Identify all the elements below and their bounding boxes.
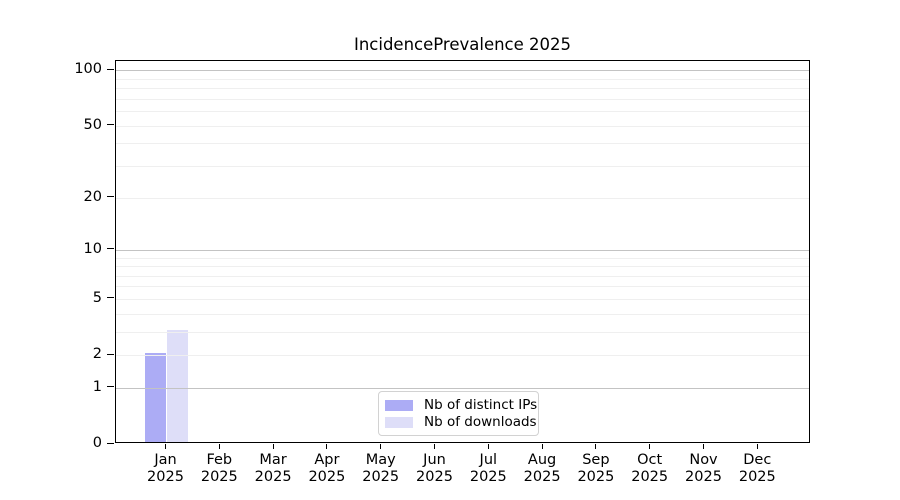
x-tick-month: Nov [689, 452, 718, 468]
x-tick-year: 2025 [469, 469, 507, 485]
y-tick-mark [107, 353, 114, 355]
legend-item-distinct-ips: Nb of distinct IPs [385, 397, 537, 414]
x-tick-year: 2025 [362, 469, 400, 485]
gridline-minor [116, 88, 809, 90]
x-tick-year: 2025 [416, 469, 453, 485]
gridline-minor [116, 125, 809, 127]
gridline-minor [116, 331, 809, 333]
x-tick-label-aug: Aug 2025 [510, 452, 574, 486]
y-tick-label: 50 [83, 116, 102, 133]
x-tick-mark [380, 444, 382, 449]
bar-distinct-ips-jan-2025 [144, 353, 167, 442]
x-tick-label-jun: Jun 2025 [403, 452, 467, 486]
x-tick-month: Aug [527, 452, 557, 468]
gridline-minor [116, 355, 809, 357]
x-tick-mark [218, 444, 220, 449]
legend: Nb of distinct IPs Nb of downloads [378, 391, 539, 436]
legend-label: Nb of downloads [424, 414, 537, 430]
x-tick-year: 2025 [147, 469, 184, 485]
x-tick-year: 2025 [200, 469, 238, 485]
x-tick-mark [649, 444, 651, 449]
x-tick-label-apr: Apr 2025 [295, 452, 359, 486]
y-tick-mark [107, 248, 114, 250]
y-tick-mark [107, 124, 114, 126]
gridline-minor [116, 197, 809, 199]
gridline-minor [116, 266, 809, 268]
gridline-minor [116, 286, 809, 288]
x-tick-mark [541, 444, 543, 449]
y-tick-mark [107, 442, 114, 444]
x-tick-month: Jul [479, 452, 498, 468]
x-tick-mark [434, 444, 435, 449]
gridline-minor [116, 98, 809, 100]
chart-title: IncidencePrevalence 2025 [353, 35, 572, 54]
x-tick-month: Feb [206, 452, 233, 468]
y-tick-label: 1 [92, 378, 102, 395]
x-tick-year: 2025 [631, 469, 669, 485]
x-tick-label-feb: Feb 2025 [187, 452, 251, 486]
x-tick-label-jan: Jan 2025 [134, 452, 198, 486]
x-tick-label-oct: Oct 2025 [618, 452, 682, 486]
y-tick-label: 10 [83, 240, 102, 257]
x-tick-label-sep: Sep 2025 [564, 452, 628, 486]
x-tick-label-may: May 2025 [349, 452, 413, 486]
x-tick-mark [595, 444, 597, 449]
x-tick-year: 2025 [308, 469, 346, 485]
x-tick-year: 2025 [254, 469, 292, 485]
x-tick-year: 2025 [577, 469, 615, 485]
y-tick-mark [107, 386, 114, 388]
x-tick-year: 2025 [523, 469, 561, 485]
gridline-major [116, 70, 809, 72]
y-tick-mark [107, 297, 114, 299]
x-tick-month: Apr [314, 452, 340, 468]
y-tick-mark [107, 196, 114, 198]
distinct-ips-swatch-icon [385, 400, 413, 411]
gridline-minor [116, 313, 809, 315]
gridline-major [116, 387, 809, 389]
x-tick-label-nov: Nov 2025 [672, 452, 736, 486]
y-tick-label: 0 [92, 435, 102, 451]
x-tick-month: Mar [259, 452, 287, 468]
x-tick-month: May [365, 452, 396, 468]
y-tick-label: 100 [74, 61, 102, 78]
x-tick-year: 2025 [738, 469, 776, 485]
gridline-major [116, 249, 809, 251]
x-tick-year: 2025 [685, 469, 722, 485]
gridline-minor [116, 298, 809, 300]
gridline-minor [116, 143, 809, 145]
x-tick-mark [487, 444, 489, 449]
y-tick-label: 5 [92, 289, 102, 306]
legend-label: Nb of distinct IPs [424, 397, 538, 413]
y-tick-label: 2 [92, 346, 102, 363]
x-tick-mark [326, 444, 328, 449]
gridline-minor [116, 275, 809, 277]
x-tick-month: Jun [423, 452, 446, 468]
gridline-minor [116, 166, 809, 168]
bar-downloads-jan-2025 [166, 329, 189, 442]
x-tick-month: Jan [154, 452, 177, 468]
gridline-minor [116, 111, 809, 113]
x-tick-label-dec: Dec 2025 [725, 452, 789, 486]
gridline-minor [116, 257, 809, 259]
x-tick-month: Sep [582, 452, 610, 468]
downloads-swatch-icon [385, 417, 413, 428]
x-tick-label-jul: Jul 2025 [456, 452, 520, 486]
x-tick-mark [756, 444, 758, 449]
x-tick-month: Oct [637, 452, 663, 468]
legend-item-downloads: Nb of downloads [385, 414, 537, 431]
gridline-minor [116, 78, 809, 80]
x-tick-label-mar: Mar 2025 [241, 452, 305, 486]
y-tick-label: 20 [83, 188, 102, 205]
plot-area [115, 60, 810, 443]
x-tick-month: Dec [743, 452, 772, 468]
x-tick-mark [165, 444, 166, 449]
x-tick-mark [272, 444, 274, 449]
y-tick-mark [107, 68, 114, 70]
x-tick-mark [703, 444, 704, 449]
